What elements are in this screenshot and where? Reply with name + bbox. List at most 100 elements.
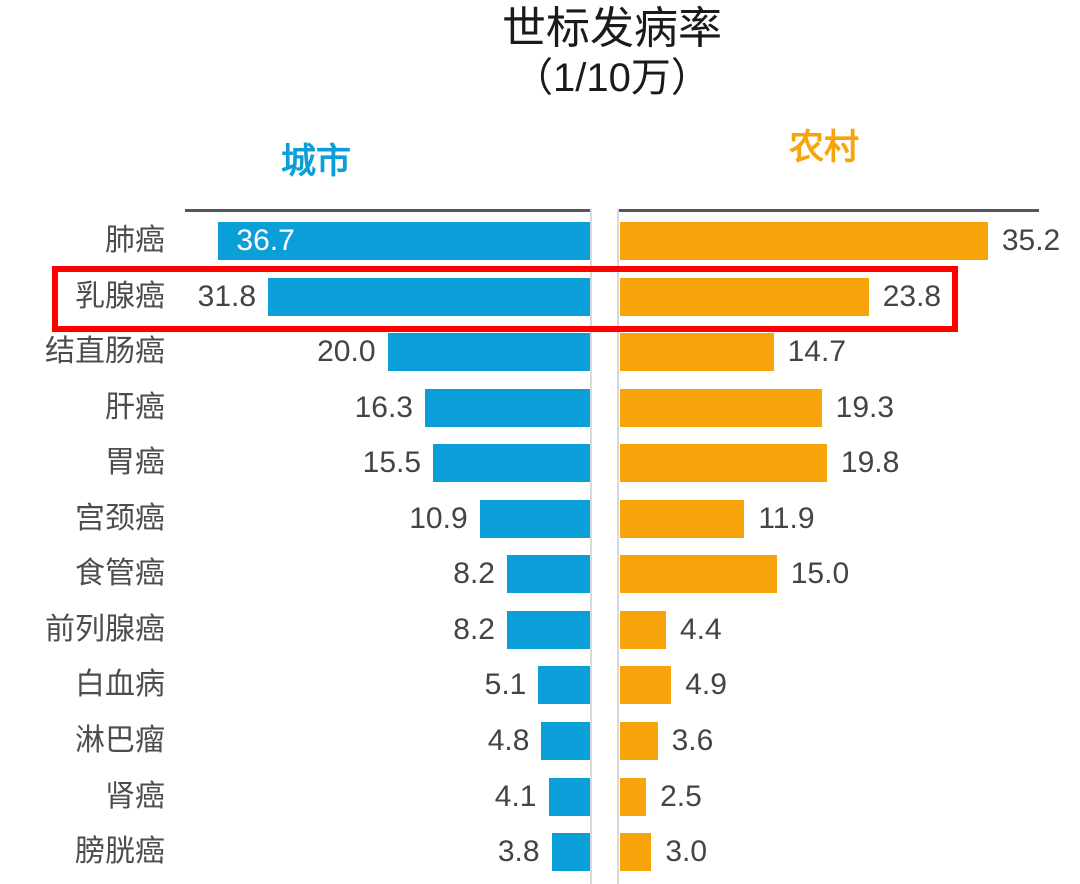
bar-rural: [620, 444, 827, 483]
rural-panel: 14.7: [620, 333, 1038, 372]
value-city: 16.3: [354, 390, 413, 424]
value-rural: 14.7: [787, 335, 846, 369]
rural-panel: 19.8: [620, 444, 1038, 483]
value-rural: 4.9: [685, 668, 727, 702]
bar-city: [424, 388, 590, 427]
legend-rural-label: 农村: [789, 128, 860, 167]
bar-city: [506, 555, 590, 594]
chart-row-3: 结直肠癌 20.0 14.7: [0, 333, 1080, 372]
category-label: 肝癌: [105, 390, 165, 424]
value-rural: 2.5: [660, 779, 702, 813]
value-city: 10.9: [409, 501, 468, 535]
city-panel: 8.2: [185, 610, 590, 649]
bar-city: [538, 666, 590, 705]
bar-city: [387, 333, 590, 372]
value-rural: 15.0: [790, 557, 850, 591]
chart-row-11: 肾癌 4.1 2.5: [0, 777, 1080, 816]
rural-panel: 3.6: [620, 721, 1038, 760]
baseline-rural: [617, 209, 619, 884]
bar-rural: [620, 277, 869, 316]
bar-city: [551, 833, 590, 872]
value-city: 8.2: [453, 557, 495, 591]
city-panel: 10.9: [185, 499, 590, 538]
top-rule-city: [185, 209, 591, 212]
bar-city: [479, 499, 590, 538]
top-rule-rural: [618, 209, 1039, 212]
value-rural: 35.2: [1001, 224, 1061, 257]
value-city: 4.1: [494, 779, 537, 813]
bar-rural: [620, 333, 774, 372]
baseline-city: [590, 209, 592, 884]
bar-rural: [620, 721, 658, 760]
chart-row-2: 乳腺癌 31.8 23.8: [0, 277, 1080, 316]
value-rural: 4.4: [679, 612, 722, 646]
bar-city: [433, 444, 590, 483]
city-panel: 31.8: [185, 277, 590, 316]
value-rural: 3.6: [671, 723, 714, 757]
chart-subtitle: （1/10万）: [513, 55, 711, 100]
rural-panel: 19.3: [620, 388, 1038, 427]
bar-rural: [620, 388, 822, 427]
bar-rural: [620, 499, 745, 538]
category-label: 结直肠癌: [45, 335, 165, 369]
chart-row-4: 肝癌 16.3 19.3: [0, 388, 1080, 427]
bar-city: [541, 721, 590, 760]
value-city: 3.8: [497, 835, 540, 869]
bar-city: [268, 277, 590, 316]
rural-panel: 15.0: [620, 555, 1038, 594]
category-label: 白血病: [75, 668, 165, 702]
city-panel: 8.2: [185, 555, 590, 594]
city-panel: 5.1: [185, 666, 590, 705]
value-city: 5.1: [484, 668, 527, 702]
category-label: 前列腺癌: [45, 612, 165, 646]
value-city: 15.5: [362, 446, 422, 480]
category-label: 淋巴瘤: [75, 723, 165, 757]
city-panel: 15.5: [185, 444, 590, 483]
city-panel: 16.3: [185, 388, 590, 427]
chart-rows: 肺癌 36.7 35.2 乳腺癌 31.8 23.8 结直肠癌 20.0 14.7 肝癌 16.3 1…: [0, 211, 1080, 884]
category-label: 乳腺癌: [75, 279, 165, 313]
category-label: 肺癌: [105, 224, 165, 257]
chart-row-1: 肺癌 36.7 35.2: [0, 222, 1080, 260]
chart-row-7: 食管癌 8.2 15.0: [0, 555, 1080, 594]
city-panel: 36.7: [185, 222, 590, 260]
bar-rural: [620, 610, 666, 649]
value-city: 36.7: [236, 224, 295, 257]
value-city: 31.8: [197, 279, 257, 313]
bar-rural: [620, 666, 672, 705]
category-label: 食管癌: [75, 557, 165, 591]
value-city: 8.2: [453, 612, 495, 646]
chart-row-9: 白血病 5.1 4.9: [0, 666, 1080, 705]
bar-rural: [620, 833, 652, 872]
bar-city: [506, 610, 590, 649]
city-panel: 4.1: [185, 777, 590, 816]
chart-row-10: 淋巴瘤 4.8 3.6: [0, 721, 1080, 760]
chart-row-6: 宫颈癌 10.9 11.9: [0, 499, 1080, 538]
rural-panel: 35.2: [620, 222, 1060, 260]
value-rural: 19.8: [840, 446, 900, 480]
bar-rural: [620, 777, 647, 816]
category-label: 胃癌: [105, 446, 165, 480]
rural-panel: 4.9: [620, 666, 1038, 705]
bar-rural: [620, 555, 777, 594]
rural-panel: 11.9: [620, 499, 1038, 538]
rural-panel: 23.8: [620, 277, 1038, 316]
category-label: 膀胱癌: [75, 835, 165, 869]
chart-title-block: 世标发病率 （1/10万）: [72, 4, 1080, 101]
chart-row-8: 前列腺癌 8.2 4.4: [0, 610, 1080, 649]
value-rural: 3.0: [665, 835, 708, 869]
rural-panel: 2.5: [620, 777, 1038, 816]
legend-city-label: 城市: [281, 142, 352, 181]
city-panel: 3.8: [185, 833, 590, 872]
value-city: 20.0: [317, 335, 376, 369]
rural-panel: 3.0: [620, 833, 1038, 872]
category-label: 宫颈癌: [75, 501, 165, 535]
city-panel: 4.8: [185, 721, 590, 760]
bar-rural: [620, 222, 988, 260]
bar-city: [548, 777, 590, 816]
chart-row-12: 膀胱癌 3.8 3.0: [0, 833, 1080, 872]
chart-row-5: 胃癌 15.5 19.8: [0, 444, 1080, 483]
chart-title: 世标发病率: [502, 4, 722, 53]
rural-panel: 4.4: [620, 610, 1038, 649]
